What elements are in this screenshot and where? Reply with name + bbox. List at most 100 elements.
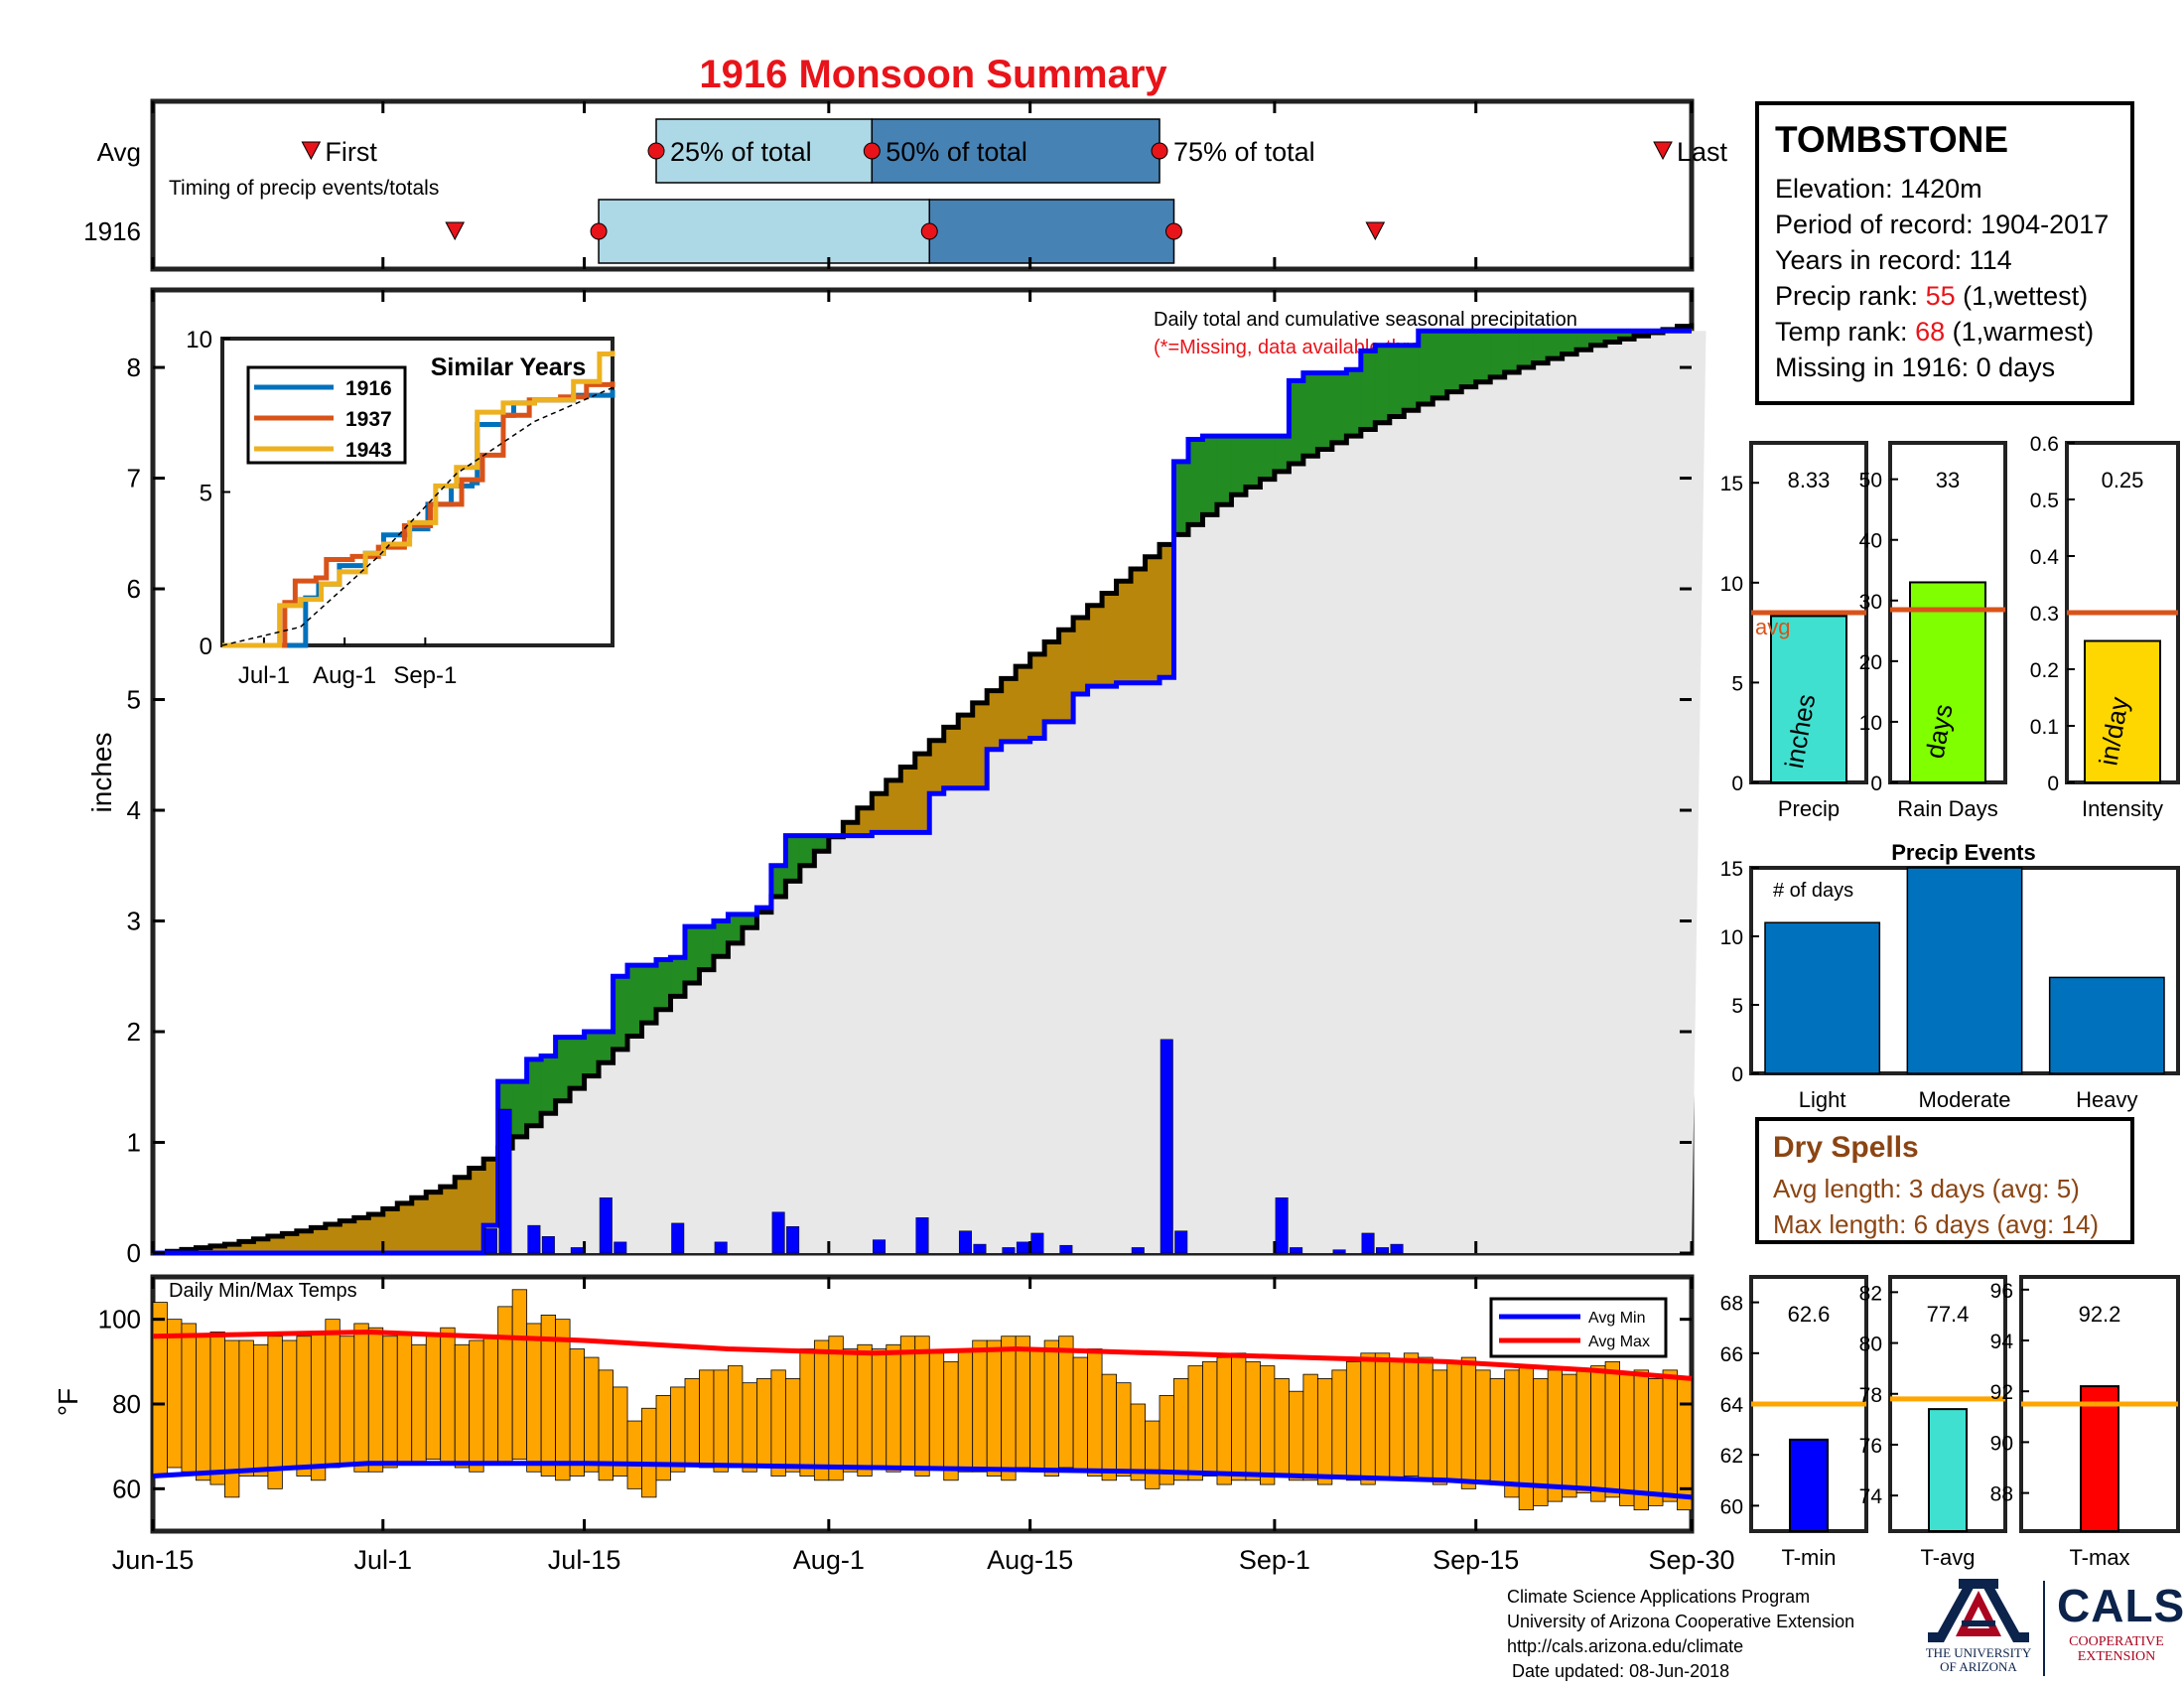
precip-ytick-label: 5 [127, 685, 141, 715]
daily-temp-bar [526, 1323, 542, 1473]
below-average-fill [1145, 556, 1160, 683]
above-average-fill [599, 1032, 614, 1063]
temp-ytick-label: 60 [112, 1474, 141, 1503]
daily-temp-bar [1130, 1403, 1146, 1481]
above-average-fill [713, 920, 729, 957]
below-average-fill [426, 1192, 442, 1253]
daily-temp-bar [411, 1343, 427, 1465]
below-average-fill [238, 1241, 254, 1253]
mini-chart-t-max: 88 90 92 94 96 92.2 T-max [1990, 1275, 2180, 1570]
credits-line-1: Climate Science Applications Program [1507, 1587, 1811, 1607]
timing-marker-q25 [590, 222, 608, 240]
precip-ylabel: inches [86, 733, 117, 813]
above-average-fill [1302, 372, 1318, 457]
daily-temp-bar [1260, 1365, 1276, 1485]
timing-marker-last [1365, 221, 1386, 241]
daily-temp-bar [1202, 1360, 1218, 1477]
precip-rank-suffix: (1,wettest) [1955, 281, 2089, 311]
ua-logo-line-2: OF ARIZONA [1940, 1659, 2017, 1674]
events-ytick-label: 0 [1731, 1063, 1743, 1086]
temp-ytick-label: 100 [98, 1305, 141, 1335]
mini-ytick-label: 40 [1859, 530, 1882, 553]
events-bar [1906, 867, 2023, 1074]
below-average-fill [253, 1238, 269, 1253]
daily-temp-bar [1216, 1356, 1232, 1485]
daily-precip-bar [915, 1217, 929, 1254]
events-ytick-label: 5 [1731, 995, 1743, 1018]
x-tick-label: Sep-15 [1433, 1545, 1519, 1575]
daily-temp-bar [555, 1319, 571, 1481]
dry-spells-avg: Avg length: 3 days (avg: 5) [1773, 1174, 2080, 1203]
credits: Climate Science Applications Program Uni… [1507, 1585, 1854, 1684]
daily-precip-bar [483, 1228, 497, 1254]
daily-precip-bar [1059, 1244, 1073, 1254]
events-ytick-label: 15 [1720, 858, 1743, 881]
x-tick-label: Jun-15 [112, 1545, 195, 1575]
dry-spells-title: Dry Spells [1773, 1131, 1919, 1164]
below-average-fill [900, 767, 916, 833]
inset-legend-label: 1937 [345, 408, 392, 431]
daily-temp-bar [670, 1386, 686, 1473]
daily-temp-bar [353, 1323, 369, 1473]
below-average-fill [325, 1224, 341, 1253]
above-average-fill [799, 835, 815, 866]
daily-temp-bar [943, 1360, 959, 1481]
below-average-fill [843, 822, 859, 836]
above-average-fill [541, 1055, 557, 1114]
daily-temp-bar [713, 1369, 729, 1473]
precip-annotation-title: Daily total and cumulative seasonal prec… [1154, 309, 1577, 331]
events-category-label: Heavy [2076, 1087, 2137, 1112]
daily-precip-bar [1332, 1249, 1346, 1254]
cals-logo: CALS COOPERATIVE EXTENSION [2057, 1579, 2184, 1678]
daily-temp-bar [1058, 1336, 1074, 1469]
below-average-fill [1044, 641, 1060, 722]
daily-precip-bar [614, 1241, 627, 1254]
below-average-fill [1058, 630, 1074, 722]
x-tick-label: Sep-1 [1239, 1545, 1310, 1575]
daily-temp-bar [253, 1343, 269, 1477]
mini-ytick-label: 20 [1859, 651, 1882, 674]
mini-chart-title: Intensity [2082, 796, 2163, 821]
daily-temp-bar [972, 1339, 988, 1473]
above-average-fill [1590, 331, 1606, 346]
daily-temp-bar [339, 1336, 355, 1465]
daily-precip-bar [714, 1241, 728, 1254]
daily-temp-bar [1029, 1348, 1045, 1473]
above-average-fill [1533, 331, 1549, 363]
daily-temp-bar [784, 1378, 801, 1473]
credits-line-3[interactable]: http://cals.arizona.edu/climate [1507, 1636, 1744, 1656]
mini-chart-bar [1770, 615, 1847, 783]
mini-ytick-label: 0 [1870, 773, 1882, 795]
daily-temp-bar [1619, 1373, 1635, 1506]
daily-precip-bar [973, 1243, 987, 1254]
daily-precip-bar [1390, 1243, 1404, 1254]
inset-ytick-label: 0 [200, 633, 212, 660]
below-average-fill [972, 702, 988, 788]
mini-ytick-label: 78 [1859, 1384, 1882, 1407]
above-average-fill [1216, 436, 1232, 505]
daily-temp-bar [641, 1407, 657, 1498]
mini-ytick-label: 30 [1859, 591, 1882, 614]
mini-chart-t-min: 60 62 64 66 68 62.6 T-min [1720, 1275, 1868, 1570]
daily-temp-bar [1518, 1365, 1535, 1511]
below-average-fill [886, 779, 901, 833]
daily-temp-bar [1015, 1336, 1031, 1469]
above-average-fill [1446, 331, 1462, 392]
daily-temp-bar [886, 1343, 901, 1473]
below-average-fill [368, 1213, 384, 1253]
station-precip-rank: Precip rank: 55 (1,wettest) [1775, 278, 2115, 314]
inset-series-Average [221, 386, 614, 646]
ua-logo-line-1: THE UNIVERSITY [1925, 1645, 2032, 1660]
above-average-fill [1504, 331, 1520, 372]
precip-ytick-label: 4 [127, 795, 141, 825]
above-average-fill [1331, 372, 1347, 443]
mini-ytick-label: 66 [1720, 1343, 1743, 1366]
below-average-fill [267, 1236, 283, 1253]
mini-ytick-label: 0 [1731, 773, 1743, 795]
below-average-fill [1001, 678, 1017, 742]
timing-label-first: First [325, 137, 377, 167]
temp-title: Daily Min/Max Temps [169, 1280, 357, 1302]
below-average-fill [382, 1208, 398, 1253]
station-info-box: TOMBSTONE Elevation: 1420m Period of rec… [1755, 101, 2134, 405]
mini-ytick-label: 10 [1859, 712, 1882, 735]
